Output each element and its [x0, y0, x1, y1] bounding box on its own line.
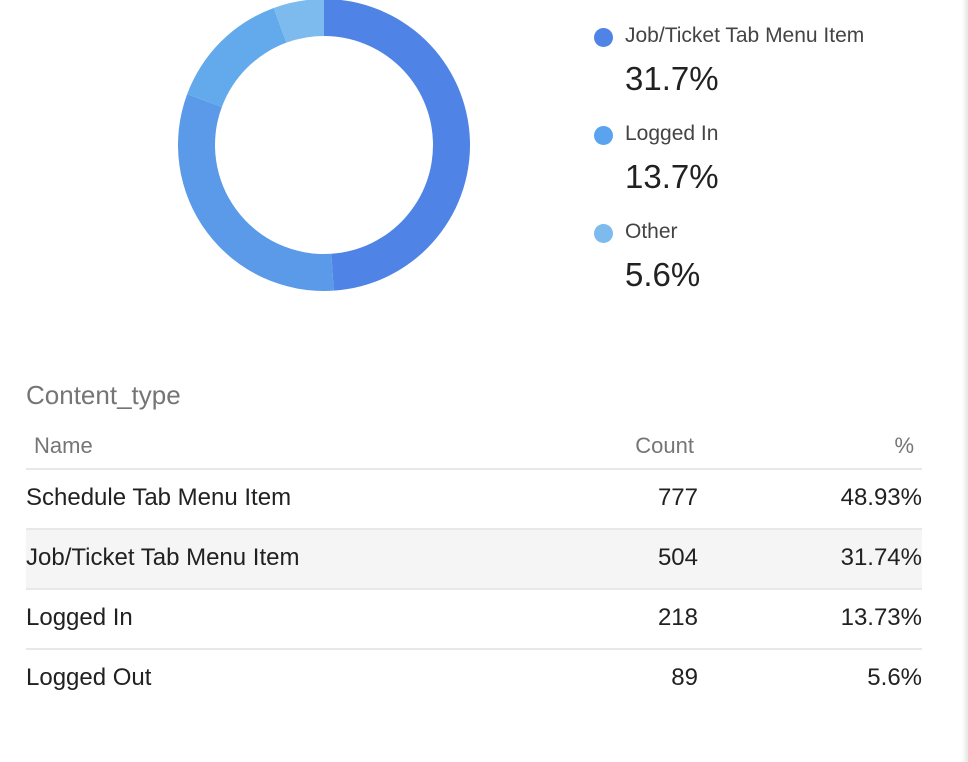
table-row[interactable]: Logged Out 89 5.6%: [26, 650, 922, 708]
chart-legend: Job/Ticket Tab Menu Item 31.7% Logged In…: [592, 20, 932, 314]
donut-chart: [177, 0, 470, 291]
legend-dot-icon: [594, 126, 613, 145]
legend-value: 13.7%: [625, 158, 719, 195]
cell-name: Job/Ticket Tab Menu Item: [26, 544, 300, 571]
page-edge-shadow: [962, 0, 968, 762]
cell-percent: 5.6%: [867, 664, 922, 691]
column-header-count[interactable]: Count: [635, 433, 694, 458]
legend-value: 5.6%: [625, 256, 701, 293]
donut-slices: [177, 0, 470, 291]
cell-count: 218: [657, 604, 698, 631]
legend-label: Logged In: [625, 122, 719, 145]
donut-slice-logged-in[interactable]: [187, 7, 287, 107]
legend-label: Job/Ticket Tab Menu Item: [625, 24, 865, 47]
donut-slice-schedule-tab-menu-item[interactable]: [324, 0, 470, 291]
column-header-percent[interactable]: %: [894, 433, 914, 458]
cell-percent: 48.93%: [840, 484, 922, 511]
column-header-name[interactable]: Name: [34, 433, 93, 458]
cell-name: Logged In: [26, 604, 133, 631]
legend-item-other: Other 5.6%: [592, 216, 932, 314]
cell-count: 504: [657, 544, 698, 571]
cell-percent: 31.74%: [840, 544, 922, 571]
legend-value: 31.7%: [625, 60, 719, 97]
cell-count: 89: [671, 664, 698, 691]
cell-name: Logged Out: [26, 664, 152, 691]
donut-slice-job-ticket-tab-menu-item[interactable]: [177, 94, 334, 291]
legend-label: Other: [625, 220, 678, 243]
table-row[interactable]: Logged In 218 13.73%: [26, 590, 922, 650]
legend-item-logged-in: Logged In 13.7%: [592, 118, 932, 216]
legend-dot-icon: [594, 28, 613, 47]
cell-name: Schedule Tab Menu Item: [26, 484, 292, 511]
table-header: Name Count %: [26, 424, 922, 470]
legend-dot-icon: [594, 224, 613, 243]
table-title: Content_type: [26, 380, 181, 410]
content-type-table: Name Count % Schedule Tab Menu Item 777 …: [26, 424, 922, 708]
table-row[interactable]: Schedule Tab Menu Item 777 48.93%: [26, 470, 922, 530]
donut-slice-logged-out[interactable]: [273, 0, 324, 43]
legend-item-job-ticket: Job/Ticket Tab Menu Item 31.7%: [592, 20, 932, 118]
table-row[interactable]: Job/Ticket Tab Menu Item 504 31.74%: [26, 530, 922, 590]
cell-count: 777: [657, 484, 698, 511]
cell-percent: 13.73%: [840, 604, 922, 631]
